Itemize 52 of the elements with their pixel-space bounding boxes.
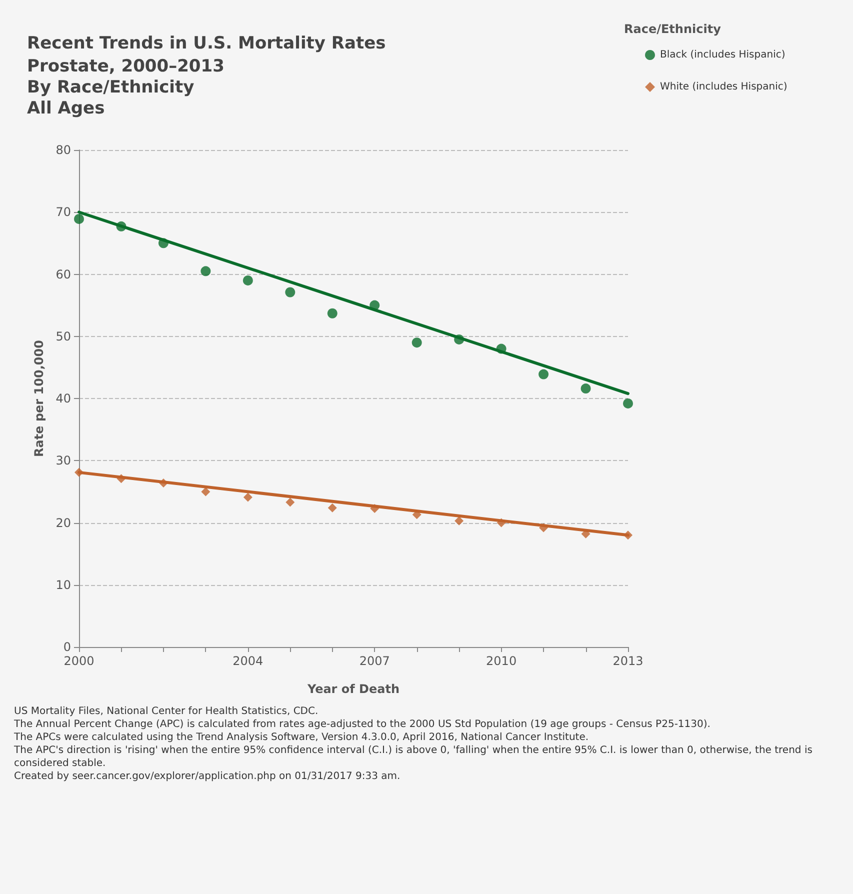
point [74, 468, 84, 477]
point [242, 275, 253, 286]
point [74, 214, 84, 224]
chart-title: Recent Trends in U.S. Mortality Rates [27, 34, 386, 54]
y-tick-label: 60 [56, 267, 71, 282]
chart-subtitle: Prostate, 2000–2013 By Race/Ethnicity All Ages [27, 56, 224, 118]
point [370, 300, 380, 310]
y-tick-label: 70 [56, 205, 71, 220]
y-tick-label: 10 [56, 578, 71, 592]
text: US Mortality Files, National Center for Health Statistics, CDC. [14, 705, 320, 718]
point [201, 487, 210, 496]
text: The APC's direction is 'rising' when the entire 95% confidence interval (C.I.) is above 0, 'falling' when the entire 95% C.I. is lower than 0, otherwise, the trend is considered stable. [14, 744, 814, 770]
point [538, 369, 549, 380]
point [285, 287, 296, 298]
point [539, 523, 548, 532]
legend-label: White (includes Hispanic) [660, 82, 788, 92]
x-tick-label: 2004 [232, 654, 264, 668]
legend-title: Race/Ethnicity [624, 22, 721, 36]
y-tick-label: 30 [56, 454, 71, 468]
point [116, 474, 126, 484]
point [623, 398, 633, 408]
y-axis-title: Rate per 100,000 [32, 340, 46, 457]
point [580, 384, 591, 394]
point [158, 238, 168, 248]
point [158, 478, 168, 488]
text: The Annual Percent Change (APC) is calculated from rates age-adjusted to the 2000 US Std Population (19 age groups - Census P25-1130). [14, 718, 712, 731]
x-tick-label: 2010 [486, 654, 517, 668]
point [454, 516, 464, 526]
point [116, 221, 126, 232]
point [200, 266, 211, 276]
x-tick-label: 2000 [64, 654, 94, 668]
point [454, 334, 464, 344]
text: Created by seer.cancer.gov/explorer/application.php on 01/31/2017 9:33 am. [14, 770, 402, 783]
y-tick-label: 40 [56, 392, 71, 406]
point [370, 504, 380, 513]
x-tick-label: 2013 [612, 654, 644, 668]
y-tick-label: 0 [63, 640, 71, 654]
y-tick-label: 50 [56, 329, 71, 344]
point [496, 518, 506, 528]
x-axis-title: Year of Death [306, 682, 400, 696]
point [286, 498, 295, 507]
y-tick-label: 20 [56, 516, 71, 530]
point [328, 503, 337, 512]
y-tick-label: 80 [56, 143, 71, 157]
point [412, 338, 422, 348]
x-tick-label: 2007 [359, 654, 390, 668]
point [624, 530, 632, 540]
legend-label: Black (includes Hispanic) [660, 50, 786, 60]
point [496, 344, 506, 354]
point [327, 308, 338, 318]
text: The APCs were calculated using the Trend Analysis Software, Version 4.3.0.0, April 2016, National Cancer Institute. [14, 731, 590, 744]
point [243, 492, 252, 502]
